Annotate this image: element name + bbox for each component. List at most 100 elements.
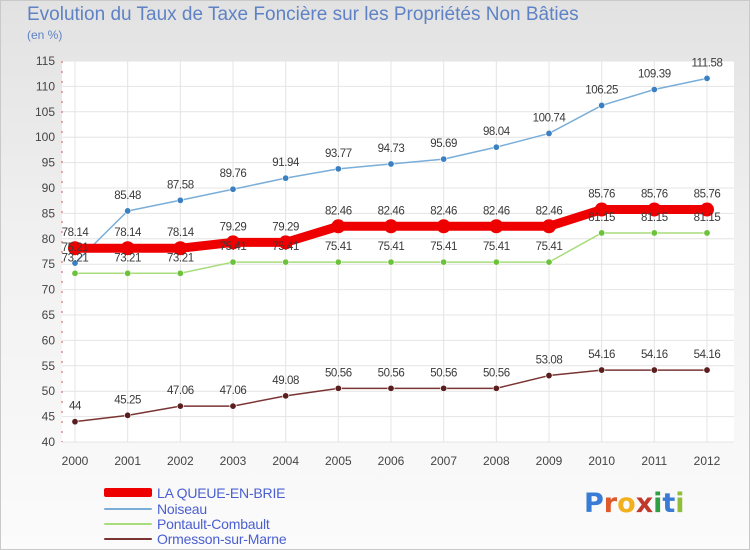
data-label: 82.46 (325, 205, 352, 217)
data-label: 89.76 (220, 168, 247, 180)
data-label: 73.21 (167, 252, 194, 264)
unit-label: (en %) (27, 28, 63, 42)
data-point-noiseau (387, 160, 395, 168)
data-label: 53.08 (536, 355, 563, 367)
data-point-ormesson-sur-marne (703, 366, 711, 374)
data-point-ormesson-sur-marne (124, 411, 132, 419)
legend-item: Ormesson-sur-Marne (104, 530, 287, 547)
logo-letter: i (653, 488, 663, 519)
legend-label: Pontault-Combault (157, 515, 270, 532)
y-tick-label: 40 (42, 435, 56, 449)
data-label: 75.41 (272, 241, 299, 253)
data-point-pontault-combault (440, 258, 448, 266)
legend-swatch (104, 522, 152, 525)
x-tick-label: 2008 (483, 454, 510, 468)
data-point-noiseau (176, 196, 184, 204)
data-label: 54.16 (588, 349, 615, 361)
data-point-la-queue-en-brie (700, 202, 714, 217)
y-tick-label: 90 (42, 181, 56, 195)
data-point-ormesson-sur-marne (598, 366, 606, 374)
data-point-la-queue-en-brie (384, 219, 398, 234)
data-label: 85.76 (641, 189, 668, 201)
data-point-ormesson-sur-marne (176, 402, 184, 410)
data-point-pontault-combault (282, 258, 290, 266)
data-label: 78.14 (114, 227, 142, 239)
data-label: 78.14 (167, 227, 195, 239)
data-point-la-queue-en-brie (68, 241, 82, 256)
data-label: 50.56 (378, 367, 405, 379)
y-tick-label: 85 (42, 206, 56, 220)
data-label: 79.29 (272, 221, 299, 233)
y-tick-label: 45 (42, 410, 56, 424)
x-tick-label: 2012 (694, 454, 721, 468)
y-tick-label: 70 (42, 283, 56, 297)
data-label: 54.16 (694, 349, 721, 361)
data-label: 79.29 (220, 221, 247, 233)
legend-item: LA QUEUE-EN-BRIE (104, 484, 286, 501)
data-point-noiseau (334, 165, 342, 173)
legend-item: Noiseau (104, 501, 207, 517)
data-label: 98.04 (483, 126, 511, 138)
x-tick-label: 2000 (62, 454, 89, 468)
legend-label: Ormesson-sur-Marne (157, 530, 287, 547)
data-point-pontault-combault (71, 269, 79, 277)
x-tick-label: 2002 (167, 454, 194, 468)
x-tick-label: 2010 (588, 454, 615, 468)
x-tick-label: 2009 (536, 454, 563, 468)
y-tick-label: 80 (42, 232, 56, 246)
y-tick-label: 110 (36, 79, 55, 93)
data-label: 109.39 (638, 68, 671, 80)
y-tick-label: 60 (42, 333, 56, 347)
data-label: 75.41 (378, 241, 405, 253)
data-point-la-queue-en-brie (542, 219, 556, 234)
y-tick-label: 105 (35, 105, 55, 119)
legend-label: LA QUEUE-EN-BRIE (157, 484, 286, 501)
data-point-la-queue-en-brie (278, 235, 293, 250)
legend-swatch (104, 507, 152, 510)
logo-letter: o (617, 488, 636, 519)
data-label: 75.41 (220, 241, 247, 253)
data-label: 81.15 (641, 212, 668, 224)
data-point-noiseau (440, 155, 448, 163)
data-point-ormesson-sur-marne (334, 384, 342, 392)
data-point-pontault-combault (387, 258, 395, 266)
data-label: 50.56 (430, 367, 457, 379)
data-point-noiseau (650, 85, 658, 93)
data-point-ormesson-sur-marne (492, 384, 500, 392)
data-label: 73.21 (114, 252, 141, 264)
data-label: 82.46 (536, 205, 563, 217)
data-point-noiseau (545, 129, 553, 137)
x-tick-label: 2001 (114, 454, 141, 468)
legend-swatch (104, 488, 152, 497)
data-label: 91.94 (272, 157, 300, 169)
data-point-ormesson-sur-marne (387, 384, 395, 392)
data-label: 50.56 (325, 367, 352, 379)
data-point-noiseau (229, 185, 237, 193)
data-label: 82.46 (378, 205, 405, 217)
data-label: 78.14 (62, 227, 90, 239)
data-label: 85.76 (588, 189, 615, 201)
legend-item: Pontault-Combault (104, 515, 270, 532)
y-tick-label: 50 (42, 384, 56, 398)
y-tick-label: 75 (42, 257, 56, 271)
y-tick-label: 115 (36, 54, 55, 68)
data-point-ormesson-sur-marne (440, 384, 448, 392)
y-tick-label: 95 (42, 156, 56, 170)
proxiti-logo: Proxiti (584, 488, 685, 519)
y-tick-label: 100 (35, 130, 55, 144)
logo-letter: r (603, 488, 618, 519)
data-label: 44 (69, 401, 82, 413)
logo-letter: t (662, 488, 676, 519)
data-point-ormesson-sur-marne (71, 418, 79, 426)
data-point-pontault-combault (492, 258, 500, 266)
data-point-pontault-combault (334, 258, 342, 266)
x-tick-label: 2007 (430, 454, 457, 468)
x-tick-label: 2004 (272, 454, 299, 468)
data-point-pontault-combault (650, 229, 658, 237)
data-point-la-queue-en-brie (647, 202, 662, 217)
data-point-noiseau (598, 101, 606, 109)
chart-title: Evolution du Taux de Taxe Foncière sur l… (27, 4, 579, 25)
data-label: 87.58 (167, 179, 194, 191)
data-label: 45.25 (114, 394, 141, 406)
